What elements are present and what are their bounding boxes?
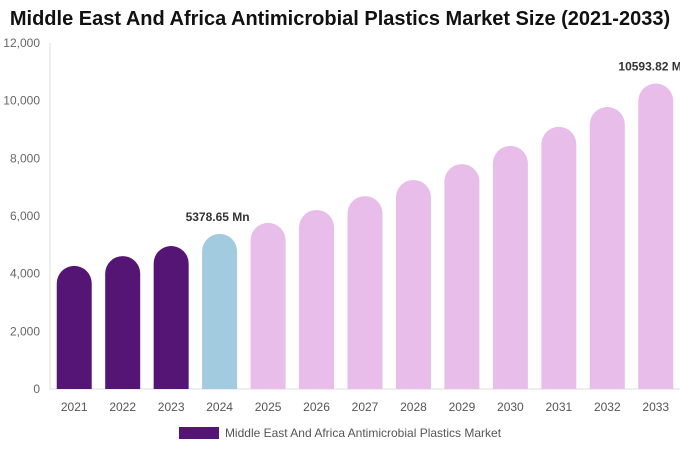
bar-2033 — [638, 83, 674, 389]
y-tick-label: 10,000 — [3, 94, 40, 108]
bar-2028 — [395, 179, 431, 389]
x-tick-label: 2032 — [594, 400, 621, 414]
bar-2030 — [492, 145, 528, 389]
x-tick-label: 2023 — [158, 400, 185, 414]
x-tick-label: 2033 — [642, 400, 669, 414]
bar-2029 — [444, 164, 480, 389]
x-tick-label: 2028 — [400, 400, 427, 414]
x-tick-label: 2024 — [206, 400, 233, 414]
data-label: 10593.82 Mn — [618, 60, 680, 74]
y-tick-label: 12,000 — [3, 36, 40, 50]
x-tick-label: 2026 — [303, 400, 330, 414]
x-tick-label: 2029 — [449, 400, 476, 414]
y-tick-label: 0 — [33, 382, 40, 396]
y-tick-label: 4,000 — [10, 267, 40, 281]
bar-2026 — [299, 209, 335, 389]
legend-swatch — [178, 427, 219, 439]
data-label: 5378.65 Mn — [186, 210, 250, 224]
bar-2022 — [105, 256, 141, 389]
y-tick-label: 8,000 — [10, 151, 40, 165]
y-tick-label: 2,000 — [10, 324, 40, 338]
x-tick-label: 2021 — [61, 400, 88, 414]
x-tick-label: 2022 — [109, 400, 136, 414]
bar-2032 — [589, 107, 625, 389]
bar-2025 — [250, 222, 286, 389]
y-tick-label: 6,000 — [10, 209, 40, 223]
chart-title: Middle East And Africa Antimicrobial Pla… — [9, 8, 671, 30]
bar-2024 — [202, 233, 238, 389]
bar-2027 — [347, 196, 383, 389]
x-tick-label: 2027 — [352, 400, 379, 414]
bar-2021 — [56, 265, 92, 389]
bar-2031 — [541, 126, 577, 390]
x-tick-label: 2025 — [255, 400, 282, 414]
legend-label: Middle East And Africa Antimicrobial Pla… — [224, 426, 502, 440]
bar-2023 — [153, 245, 189, 389]
legend: Middle East And Africa Antimicrobial Pla… — [0, 426, 680, 440]
x-tick-label: 2030 — [497, 400, 524, 414]
x-tick-label: 2031 — [545, 400, 572, 414]
